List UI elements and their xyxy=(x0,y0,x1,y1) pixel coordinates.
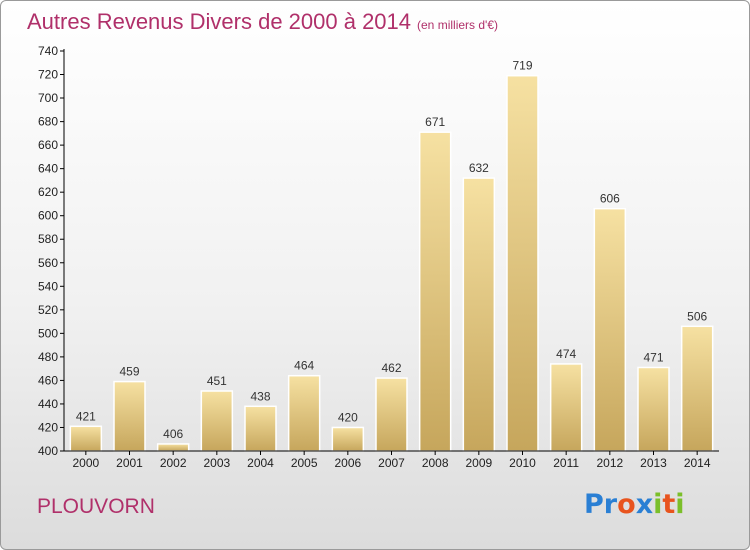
chart-title-text: Autres Revenus Divers de 2000 à 2014 xyxy=(27,9,412,34)
proxiti-logo: Proxiti xyxy=(584,489,685,520)
x-tick-label: 2009 xyxy=(465,456,492,470)
x-tick-label: 2007 xyxy=(378,456,405,470)
data-label: 671 xyxy=(425,115,445,129)
data-label: 606 xyxy=(600,192,620,206)
y-tick-label: 420 xyxy=(38,420,58,434)
unit-note: (en milliers d'€) xyxy=(417,18,498,32)
bar-2002 xyxy=(156,443,190,452)
data-label: 438 xyxy=(250,389,270,403)
bar-2000 xyxy=(69,425,103,452)
y-tick-label: 560 xyxy=(38,256,58,270)
data-label: 406 xyxy=(163,427,183,441)
bar-2001 xyxy=(113,380,146,452)
data-label: 471 xyxy=(643,350,663,364)
logo-letter: o xyxy=(617,489,636,520)
bar-2005 xyxy=(287,374,321,452)
y-tick-label: 500 xyxy=(38,326,58,340)
y-tick-label: 480 xyxy=(38,350,58,364)
y-tick-label: 460 xyxy=(38,373,58,387)
y-tick-label: 620 xyxy=(38,185,58,199)
bar-2004 xyxy=(244,405,277,452)
y-tick-label: 400 xyxy=(38,444,58,458)
bar-2006 xyxy=(331,426,365,452)
x-tick-label: 2013 xyxy=(640,456,667,470)
x-tick-label: 2011 xyxy=(553,456,579,470)
y-tick-label: 600 xyxy=(38,209,58,223)
y-tick-label: 740 xyxy=(38,44,58,58)
data-label: 459 xyxy=(119,365,139,379)
data-label: 462 xyxy=(381,361,401,375)
data-label: 451 xyxy=(207,374,227,388)
y-tick-label: 720 xyxy=(38,68,58,82)
bar-2012 xyxy=(593,207,627,452)
bar-2007 xyxy=(375,377,408,452)
bar-2014 xyxy=(680,325,714,452)
logo-letter: i xyxy=(653,489,663,520)
logo-letter: r xyxy=(603,489,618,520)
bar-2003 xyxy=(200,390,234,452)
bar-2010 xyxy=(506,74,539,452)
y-tick-label: 680 xyxy=(38,115,58,129)
data-label: 632 xyxy=(469,161,489,175)
data-label: 506 xyxy=(687,309,707,323)
data-label: 474 xyxy=(556,347,576,361)
bar-2013 xyxy=(637,366,670,452)
x-tick-label: 2005 xyxy=(291,456,318,470)
y-tick-label: 520 xyxy=(38,303,58,317)
x-tick-label: 2000 xyxy=(72,456,99,470)
y-tick-label: 640 xyxy=(38,162,58,176)
y-tick-label: 440 xyxy=(38,397,58,411)
data-label: 421 xyxy=(76,409,96,423)
x-tick-label: 2003 xyxy=(203,456,230,470)
logo-letter: t xyxy=(662,489,676,520)
x-tick-label: 2012 xyxy=(596,456,623,470)
data-label: 420 xyxy=(338,410,358,424)
bar-2008 xyxy=(418,131,452,452)
y-tick-label: 660 xyxy=(38,138,58,152)
y-tick-label: 540 xyxy=(38,279,58,293)
commune-name: PLOUVORN xyxy=(37,495,155,518)
logo-letter: x xyxy=(635,489,654,520)
chart-title: Autres Revenus Divers de 2000 à 2014 (en … xyxy=(27,9,498,35)
x-tick-label: 2004 xyxy=(247,456,274,470)
x-tick-label: 2006 xyxy=(334,456,361,470)
y-tick-label: 580 xyxy=(38,232,58,246)
x-tick-label: 2014 xyxy=(684,456,711,470)
x-tick-label: 2001 xyxy=(116,456,143,470)
x-tick-label: 2010 xyxy=(509,456,536,470)
data-label: 719 xyxy=(512,59,532,73)
y-tick-label: 700 xyxy=(38,91,58,105)
bar-2009 xyxy=(462,177,496,452)
x-tick-label: 2008 xyxy=(422,456,449,470)
bar-2011 xyxy=(549,363,583,452)
data-label: 464 xyxy=(294,359,314,373)
logo-letter: P xyxy=(584,489,604,520)
logo-letter: i xyxy=(675,489,685,520)
x-tick-label: 2002 xyxy=(160,456,187,470)
